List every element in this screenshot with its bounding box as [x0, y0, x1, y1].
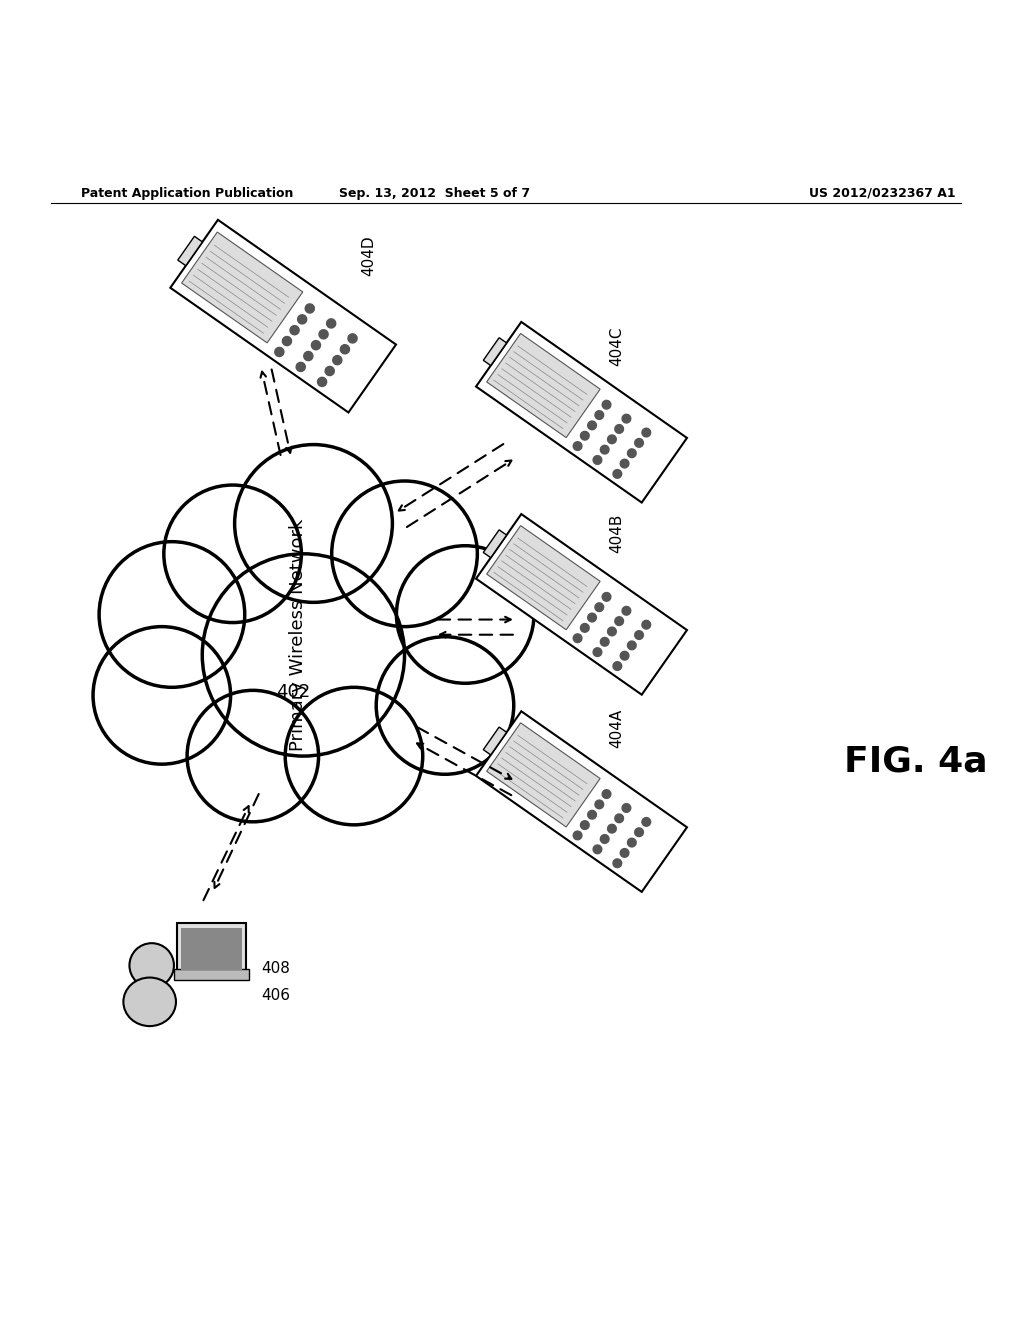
Circle shape [621, 459, 629, 467]
Circle shape [621, 849, 629, 857]
Circle shape [593, 845, 602, 854]
Circle shape [588, 614, 596, 622]
Circle shape [602, 593, 611, 601]
Circle shape [622, 606, 631, 615]
Circle shape [332, 480, 477, 627]
Circle shape [304, 351, 313, 360]
Circle shape [573, 634, 582, 643]
Circle shape [622, 414, 631, 422]
Circle shape [635, 828, 643, 837]
Bar [174, 969, 249, 979]
Circle shape [613, 661, 622, 671]
Circle shape [622, 804, 631, 812]
Circle shape [305, 304, 314, 313]
Circle shape [319, 330, 328, 339]
Text: US 2012/0232367 A1: US 2012/0232367 A1 [809, 186, 955, 199]
Bar [486, 525, 600, 630]
Circle shape [607, 627, 616, 636]
Circle shape [613, 470, 622, 478]
Circle shape [600, 445, 609, 454]
Text: Sep. 13, 2012  Sheet 5 of 7: Sep. 13, 2012 Sheet 5 of 7 [339, 186, 530, 199]
Circle shape [607, 824, 616, 833]
Circle shape [628, 838, 636, 847]
Circle shape [573, 442, 582, 450]
Text: 406: 406 [261, 989, 290, 1003]
Bar [178, 236, 203, 265]
Circle shape [317, 378, 327, 387]
Circle shape [628, 449, 636, 458]
Circle shape [635, 631, 643, 639]
Bar [476, 513, 687, 694]
Text: FIG. 4a: FIG. 4a [845, 744, 988, 777]
Circle shape [283, 337, 292, 346]
Text: 404B: 404B [609, 513, 625, 553]
Text: 404D: 404D [361, 235, 377, 276]
Circle shape [340, 345, 349, 354]
Circle shape [621, 651, 629, 660]
Circle shape [573, 832, 582, 840]
Circle shape [311, 341, 321, 350]
Circle shape [187, 690, 318, 822]
Circle shape [296, 363, 305, 371]
Circle shape [602, 789, 611, 799]
Circle shape [286, 688, 423, 825]
Text: 404C: 404C [609, 327, 625, 366]
Circle shape [581, 432, 589, 440]
Circle shape [588, 421, 596, 430]
Bar [486, 334, 600, 438]
Bar [476, 322, 687, 503]
Bar [181, 232, 303, 343]
Circle shape [298, 314, 307, 323]
Bar [486, 723, 600, 826]
Bar [483, 727, 507, 755]
Bar [483, 338, 507, 366]
Circle shape [164, 484, 301, 623]
Circle shape [327, 319, 336, 327]
Circle shape [628, 642, 636, 649]
Circle shape [99, 541, 245, 688]
Circle shape [396, 545, 534, 684]
Circle shape [614, 616, 624, 626]
Circle shape [602, 400, 611, 409]
Circle shape [595, 800, 603, 809]
Circle shape [93, 627, 230, 764]
Text: 404A: 404A [609, 709, 625, 748]
Circle shape [635, 438, 643, 447]
Circle shape [595, 603, 603, 611]
Bar [181, 928, 242, 970]
Circle shape [581, 821, 589, 829]
Circle shape [203, 554, 404, 756]
Circle shape [600, 638, 609, 645]
Circle shape [290, 326, 299, 335]
Circle shape [642, 620, 650, 630]
Circle shape [588, 810, 596, 820]
Circle shape [234, 445, 392, 602]
Circle shape [607, 436, 616, 444]
Circle shape [614, 425, 624, 433]
Circle shape [595, 411, 603, 420]
Bar [483, 529, 507, 557]
Circle shape [333, 355, 342, 364]
Text: 402: 402 [276, 684, 310, 701]
Circle shape [376, 636, 514, 775]
Circle shape [129, 944, 174, 987]
Circle shape [581, 623, 589, 632]
Circle shape [274, 347, 284, 356]
Bar [177, 923, 246, 974]
Circle shape [614, 814, 624, 822]
Bar [170, 220, 396, 412]
Bar [476, 711, 687, 892]
Circle shape [600, 834, 609, 843]
Circle shape [613, 859, 622, 867]
Circle shape [326, 367, 334, 376]
Circle shape [593, 455, 602, 465]
Circle shape [642, 428, 650, 437]
Ellipse shape [123, 978, 176, 1026]
Text: Primary Wireless Network: Primary Wireless Network [290, 519, 307, 751]
Text: Patent Application Publication: Patent Application Publication [81, 186, 293, 199]
Circle shape [593, 648, 602, 656]
Text: 408: 408 [261, 961, 290, 975]
Circle shape [642, 817, 650, 826]
Circle shape [348, 334, 357, 343]
